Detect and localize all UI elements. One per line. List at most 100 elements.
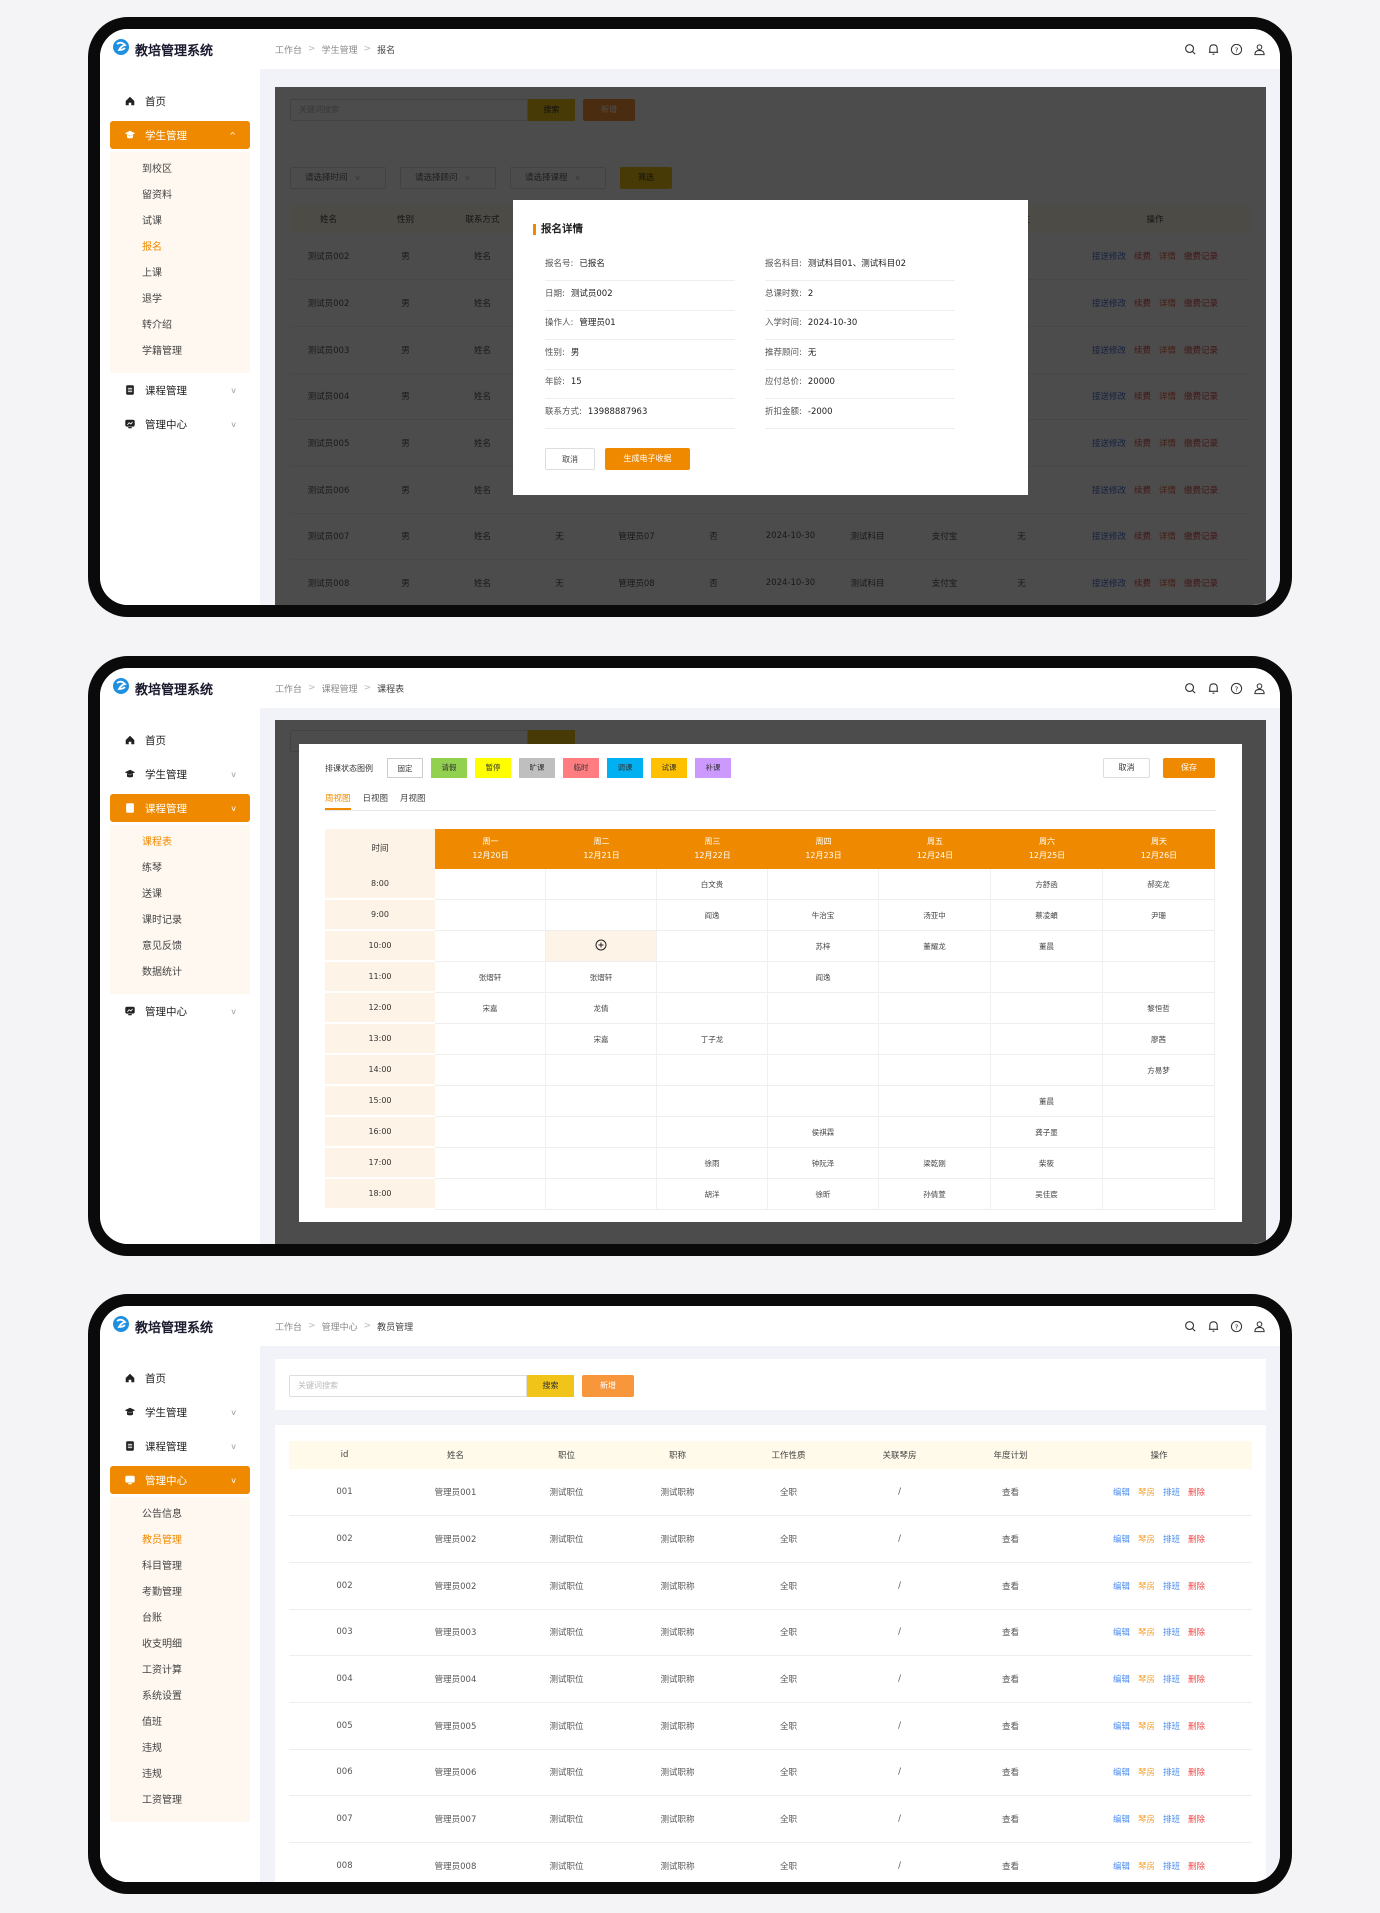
- schedule-cell[interactable]: [435, 900, 546, 931]
- submenu-item[interactable]: 考勤管理: [142, 1587, 182, 1598]
- action-link[interactable]: 编辑: [1112, 1488, 1130, 1499]
- schedule-cell[interactable]: [879, 1117, 991, 1148]
- schedule-cell[interactable]: 白文贵: [657, 869, 768, 900]
- action-link[interactable]: 编辑: [1112, 1581, 1130, 1592]
- action-link[interactable]: 排班: [1163, 1488, 1181, 1499]
- tab[interactable]: 周视图: [325, 792, 351, 810]
- schedule-cell[interactable]: 阎逸: [768, 962, 879, 993]
- annual-plan-link[interactable]: 查看: [955, 1702, 1066, 1750]
- schedule-cell[interactable]: 侯祺霖: [768, 1117, 879, 1148]
- cancel-button[interactable]: 取消: [1103, 758, 1150, 778]
- breadcrumb-item[interactable]: 管理中心: [321, 1322, 358, 1333]
- schedule-cell[interactable]: 尹珊: [1103, 900, 1215, 931]
- action-link[interactable]: 排班: [1163, 1861, 1181, 1872]
- schedule-cell[interactable]: 方舒函: [991, 869, 1103, 900]
- schedule-cell[interactable]: [435, 1024, 546, 1055]
- submenu-item[interactable]: 工资计算: [142, 1665, 182, 1676]
- user-icon[interactable]: [1253, 682, 1266, 695]
- submenu-item[interactable]: 退学: [142, 294, 162, 305]
- schedule-cell[interactable]: 孙倩萱: [879, 1179, 991, 1210]
- sidebar-item[interactable]: 课程管理 v: [110, 373, 250, 407]
- submenu-item[interactable]: 科目管理: [142, 1561, 182, 1572]
- help-icon[interactable]: ?: [1230, 43, 1243, 56]
- schedule-cell[interactable]: [1103, 1086, 1215, 1117]
- sidebar-item[interactable]: 首页: [110, 1361, 250, 1395]
- schedule-cell[interactable]: [991, 993, 1103, 1024]
- schedule-cell[interactable]: [768, 993, 879, 1024]
- submenu-item[interactable]: 送课: [142, 889, 162, 900]
- schedule-cell[interactable]: [546, 1086, 657, 1117]
- schedule-cell[interactable]: [546, 900, 657, 931]
- annual-plan-link[interactable]: 查看: [955, 1515, 1066, 1563]
- sidebar-item[interactable]: 首页: [110, 84, 250, 118]
- action-link[interactable]: 删除: [1188, 1861, 1206, 1872]
- schedule-cell[interactable]: 郝奕龙: [1103, 869, 1215, 900]
- action-link[interactable]: 琴房: [1137, 1861, 1155, 1872]
- breadcrumb-item[interactable]: 课程管理: [321, 684, 358, 695]
- action-link[interactable]: 琴房: [1137, 1488, 1155, 1499]
- action-link[interactable]: 编辑: [1112, 1535, 1130, 1546]
- schedule-cell[interactable]: [1103, 931, 1215, 962]
- breadcrumb-item[interactable]: 工作台: [275, 45, 303, 56]
- action-link[interactable]: 琴房: [1137, 1581, 1155, 1592]
- breadcrumb-item[interactable]: 学生管理: [321, 45, 358, 56]
- schedule-cell[interactable]: 钟阮泽: [768, 1148, 879, 1179]
- schedule-cell[interactable]: [1103, 1117, 1215, 1148]
- schedule-cell[interactable]: [546, 869, 657, 900]
- bell-icon[interactable]: [1207, 1320, 1220, 1333]
- action-link[interactable]: 删除: [1188, 1488, 1206, 1499]
- action-link[interactable]: 编辑: [1112, 1861, 1130, 1872]
- add-circle-icon[interactable]: [595, 939, 607, 951]
- sidebar-item[interactable]: 课程管理 v: [110, 791, 250, 825]
- save-button[interactable]: 保存: [1163, 758, 1215, 778]
- schedule-cell[interactable]: [991, 1024, 1103, 1055]
- schedule-cell[interactable]: [657, 993, 768, 1024]
- schedule-cell[interactable]: 董耀龙: [879, 931, 991, 962]
- schedule-cell[interactable]: 廖茜: [1103, 1024, 1215, 1055]
- sidebar-item[interactable]: 管理中心 v: [110, 1463, 250, 1497]
- action-link[interactable]: 删除: [1188, 1628, 1206, 1639]
- bell-icon[interactable]: [1207, 43, 1220, 56]
- search-icon[interactable]: [1184, 682, 1197, 695]
- action-link[interactable]: 删除: [1188, 1675, 1206, 1686]
- schedule-cell[interactable]: 宋嘉: [435, 993, 546, 1024]
- schedule-cell[interactable]: [879, 1024, 991, 1055]
- submenu-item[interactable]: 学籍管理: [142, 346, 182, 357]
- schedule-cell[interactable]: [435, 1148, 546, 1179]
- breadcrumb-item[interactable]: 工作台: [275, 1322, 303, 1333]
- submenu-item[interactable]: 违规: [142, 1743, 162, 1754]
- annual-plan-link[interactable]: 查看: [955, 1562, 1066, 1610]
- sidebar-item[interactable]: 管理中心 v: [110, 994, 250, 1028]
- submenu-item[interactable]: 值班: [142, 1717, 162, 1728]
- schedule-cell[interactable]: [435, 931, 546, 962]
- cancel-button[interactable]: 取消: [545, 448, 595, 470]
- action-link[interactable]: 编辑: [1112, 1675, 1130, 1686]
- action-link[interactable]: 琴房: [1137, 1675, 1155, 1686]
- schedule-cell[interactable]: 胡洋: [657, 1179, 768, 1210]
- schedule-cell[interactable]: [768, 1055, 879, 1086]
- action-link[interactable]: 排班: [1163, 1628, 1181, 1639]
- schedule-cell[interactable]: [435, 1117, 546, 1148]
- add-lesson-cell[interactable]: [546, 931, 657, 962]
- sidebar-item[interactable]: 课程管理 v: [110, 1429, 250, 1463]
- action-link[interactable]: 排班: [1163, 1675, 1181, 1686]
- submenu-item[interactable]: 留资料: [142, 190, 172, 201]
- schedule-cell[interactable]: 宋嘉: [546, 1024, 657, 1055]
- schedule-cell[interactable]: 梁乾刚: [879, 1148, 991, 1179]
- schedule-cell[interactable]: [657, 1117, 768, 1148]
- submenu-item[interactable]: 课程表: [142, 837, 172, 848]
- submenu-item[interactable]: 练琴: [142, 863, 162, 874]
- schedule-cell[interactable]: [879, 993, 991, 1024]
- schedule-cell[interactable]: 吴佳宸: [991, 1179, 1103, 1210]
- action-link[interactable]: 琴房: [1137, 1535, 1155, 1546]
- schedule-cell[interactable]: [879, 1086, 991, 1117]
- action-link[interactable]: 删除: [1188, 1535, 1206, 1546]
- submenu-item[interactable]: 到校区: [142, 164, 172, 175]
- search-icon[interactable]: [1184, 43, 1197, 56]
- action-link[interactable]: 删除: [1188, 1768, 1206, 1779]
- submenu-item[interactable]: 试课: [142, 216, 162, 227]
- action-link[interactable]: 排班: [1163, 1535, 1181, 1546]
- submenu-item[interactable]: 收支明细: [142, 1639, 182, 1650]
- schedule-cell[interactable]: [1103, 1179, 1215, 1210]
- schedule-cell[interactable]: 牛治宝: [768, 900, 879, 931]
